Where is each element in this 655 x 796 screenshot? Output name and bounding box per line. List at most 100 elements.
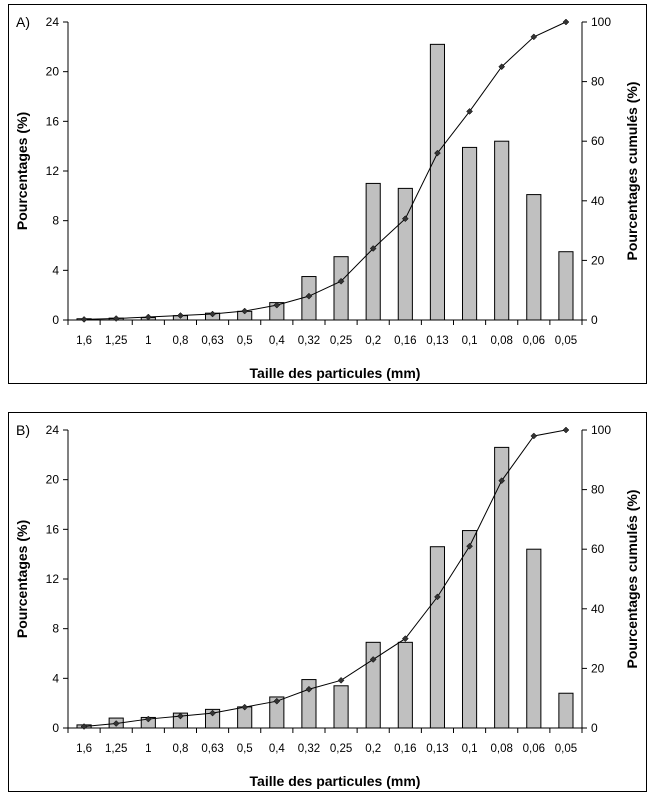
x-tick-label: 0,06 [523,335,545,347]
chart-panel-a: A) 0 4 8 12 16 20 24 0 20 40 60 80 100 1,6 1,25 1 0,8 0,63… [8,4,647,384]
y2-tick-label: 60 [591,542,605,556]
y-tick-label: 24 [46,15,60,29]
cumulative-point [144,715,152,723]
y2-tick-label: 20 [591,253,605,267]
chart-a-svg: A) 0 4 8 12 16 20 24 0 20 40 60 80 100 1,6 1,25 1 0,8 0,63… [14,14,640,381]
cumulative-point [209,709,216,717]
bar [429,43,446,321]
x-tick-label: 0,63 [201,743,223,755]
x-tick-label: 0,1 [462,743,478,755]
x-tick-label: 0,8 [172,335,188,347]
y2-axis-title: Pourcentages cumulés (%) [624,82,640,261]
y-tick-label: 4 [52,671,59,685]
y2-tick-label: 40 [591,602,605,616]
y2-tick-label: 60 [591,134,605,148]
bar [333,685,349,729]
bar [494,446,510,729]
bar [365,641,381,729]
bar [461,530,478,729]
y2-axis-title: Pourcentages cumulés (%) [624,490,640,669]
bar [558,692,574,729]
x-tick-label: 0,5 [237,335,253,347]
panel-label: B) [16,422,30,438]
bar [526,548,542,729]
cumulative-point [241,307,249,315]
cumulative-point [466,108,473,115]
cumulative-point [337,277,345,285]
x-tick-label: 0,16 [394,743,416,755]
cumulative-point [112,720,120,727]
y-axis-title: Pourcentages (%) [14,112,30,230]
y2-tick-label: 0 [591,721,598,735]
bar [494,140,510,321]
bar [397,641,413,729]
cumulative-point [498,63,506,71]
panel-label: A) [16,14,30,30]
x-tick-label: 0,32 [298,335,320,347]
y-tick-label: 16 [46,522,60,536]
x-tick-label: 0,2 [365,743,381,755]
x-tick-label: 0,25 [330,743,352,755]
x-tick-label: 1,6 [76,743,92,755]
x-tick-label: 0,05 [555,335,577,347]
bar [333,256,349,321]
y-tick-label: 12 [46,164,60,178]
bar [204,708,221,729]
cumulative-point [562,18,570,26]
y-tick-label: 12 [46,572,60,586]
y-tick-label: 24 [46,423,60,437]
cumulative-point [273,697,281,705]
cumulative-point [530,33,538,41]
cumulative-point [209,310,216,318]
chart-panel-b: B) 0 4 8 12 16 20 24 0 20 40 60 80 100 1,6 1,25 1 0,8 0,63… [8,412,647,792]
cumulative-point [401,215,409,223]
y2-tick-label: 100 [591,423,611,437]
cumulative-point [80,316,88,323]
x-tick-label: 0,06 [523,743,545,755]
x-axis-title: Taille des particules (mm) [250,365,421,381]
bar [429,546,446,729]
cumulative-point [305,292,313,300]
bar [269,696,285,729]
x-tick-label: 0,13 [426,335,448,347]
x-tick-label: 0,08 [490,335,512,347]
x-tick-label: 0,05 [555,743,577,755]
cumulative-point [112,315,120,322]
x-tick-label: 0,25 [330,335,352,347]
y-tick-label: 20 [46,473,60,487]
y-tick-label: 0 [52,721,59,735]
x-axis-title: Taille des particules (mm) [250,773,421,789]
x-tick-label: 1 [145,743,151,755]
bar [558,251,574,321]
y2-tick-label: 100 [591,15,611,29]
x-tick-label: 1,6 [76,335,92,347]
cumulative-point [434,149,441,157]
x-tick-label: 0,16 [394,335,416,347]
y-tick-label: 4 [52,263,59,277]
x-tick-label: 0,5 [237,743,253,755]
y-axis-title: Pourcentages (%) [14,520,30,638]
x-tick-label: 1,25 [105,335,127,347]
x-tick-label: 1 [145,335,151,347]
x-tick-label: 1,25 [105,743,127,755]
x-tick-label: 0,1 [462,335,478,347]
y-tick-label: 8 [52,214,59,228]
x-tick-label: 0,2 [365,335,381,347]
x-tick-label: 0,4 [269,335,286,347]
cumulative-point [369,656,377,663]
y2-tick-label: 80 [591,75,605,89]
cumulative-point [466,542,473,550]
cumulative-point [530,432,538,440]
cumulative-point [305,685,313,693]
x-tick-label: 0,13 [426,743,448,755]
cumulative-point [241,703,249,711]
y2-tick-label: 40 [591,194,605,208]
x-tick-label: 0,4 [269,743,286,755]
cumulative-point [337,676,345,684]
cumulative-point [177,312,184,319]
x-tick-label: 0,32 [298,743,320,755]
cumulative-point [369,245,377,252]
cumulative-point [80,723,88,730]
y2-tick-label: 80 [591,483,605,497]
bar [526,194,542,321]
